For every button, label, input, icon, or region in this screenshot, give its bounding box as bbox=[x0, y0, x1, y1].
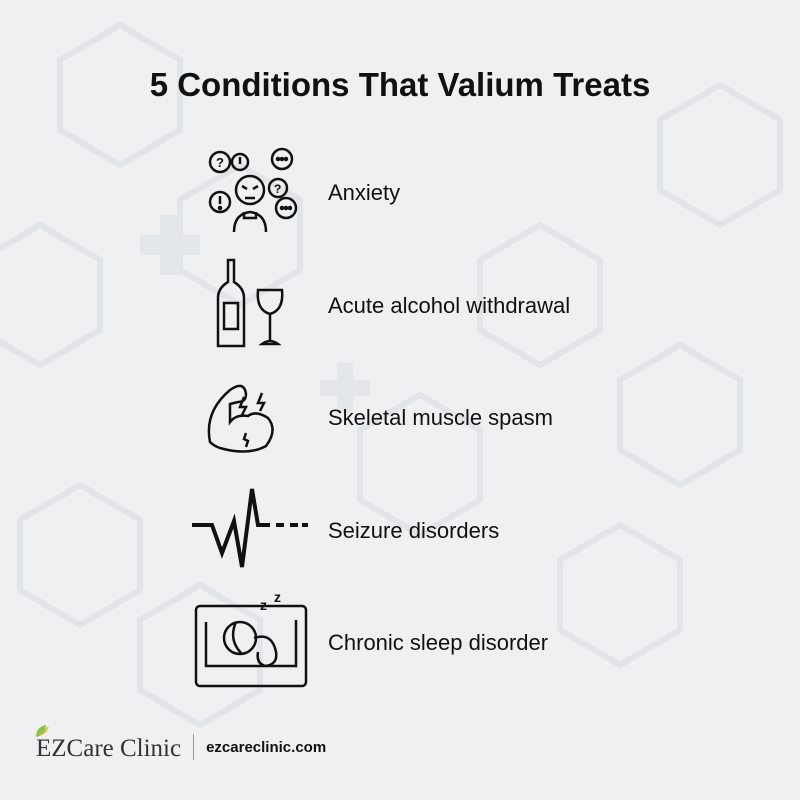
brand-name: EZCare Clinic bbox=[36, 735, 182, 762]
condition-anxiety: ? ? Anxiety bbox=[190, 142, 690, 242]
condition-alcohol-withdrawal: Acute alcohol withdrawal bbox=[190, 255, 690, 355]
svg-text:?: ? bbox=[216, 155, 224, 170]
wine-bottle-glass-icon bbox=[216, 258, 284, 348]
condition-label: Anxiety bbox=[328, 180, 401, 205]
website-url: ezcareclinic.com bbox=[206, 738, 327, 756]
page-title: 5 Conditions That Valium Treats bbox=[149, 66, 651, 103]
brand-logo: EZCare Clinic bbox=[36, 725, 182, 763]
footer: EZCare Clinic ezcareclinic.com bbox=[36, 725, 327, 764]
condition-muscle-spasm: Skeletal muscle spasm bbox=[190, 367, 690, 467]
flexed-arm-icon bbox=[207, 384, 274, 453]
svg-text:?: ? bbox=[274, 182, 281, 196]
svg-text:z: z bbox=[274, 592, 281, 605]
svg-text:z: z bbox=[260, 597, 267, 613]
condition-sleep-disorder: z z Chronic sleep disorder bbox=[190, 592, 690, 692]
sleeping-person-icon: z z bbox=[194, 592, 308, 688]
condition-label: Chronic sleep disorder bbox=[328, 630, 549, 655]
leaf-icon bbox=[36, 725, 49, 737]
condition-seizure-disorders: Seizure disorders bbox=[190, 480, 690, 580]
divider bbox=[193, 734, 195, 760]
condition-label: Skeletal muscle spasm bbox=[328, 405, 553, 430]
anxious-person-icon: ? ? bbox=[208, 147, 298, 233]
condition-label: Acute alcohol withdrawal bbox=[328, 293, 571, 318]
heartbeat-line-icon bbox=[192, 488, 308, 568]
condition-label: Seizure disorders bbox=[328, 518, 500, 543]
